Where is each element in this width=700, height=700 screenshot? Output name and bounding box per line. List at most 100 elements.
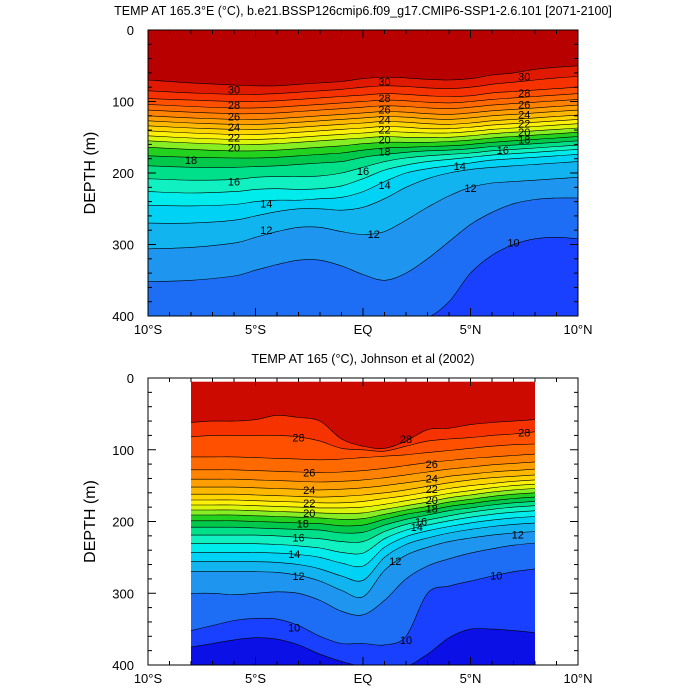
contour-line: [191, 628, 535, 665]
contour-line: [191, 474, 535, 498]
contour-label: 30: [378, 76, 390, 88]
chart-title: TEMP AT 165.3°E (°C), b.e21.BSSP126cmip6…: [114, 4, 612, 18]
contour-line: [148, 136, 578, 159]
contour-label: 14: [411, 522, 423, 534]
contour-line: [191, 505, 535, 543]
contour-label: 28: [518, 428, 530, 440]
y-tick-label: 0: [127, 371, 134, 386]
contour-label: 18: [297, 519, 309, 531]
y-tick-label: 300: [112, 238, 134, 253]
contour-label: 10: [490, 570, 502, 582]
contour-line: [191, 479, 535, 504]
contour-label: 24: [303, 485, 315, 497]
contour-line: [191, 542, 535, 616]
contour-label: 24: [426, 473, 438, 485]
contour-label: 16: [497, 145, 509, 157]
contour-label: 26: [228, 112, 240, 124]
y-tick-label: 300: [112, 586, 134, 601]
contour-line: [430, 236, 578, 316]
contour-label: 30: [228, 84, 240, 96]
y-tick-label: 400: [112, 658, 134, 673]
y-tick-label: 0: [127, 23, 134, 38]
contour-label: 22: [228, 132, 240, 144]
contour-label: 12: [260, 225, 272, 237]
contour-line: [148, 76, 578, 95]
y-tick-label: 200: [112, 166, 134, 181]
contour-label: 12: [464, 183, 476, 195]
contour-label: 26: [518, 99, 530, 111]
contour-line: [191, 501, 535, 534]
contour-label: 22: [303, 498, 315, 510]
y-tick-label: 400: [112, 309, 134, 324]
contour-label: 14: [378, 180, 390, 192]
x-tick-label: 10°S: [134, 671, 163, 686]
contour-line: [148, 154, 578, 207]
contour-label: 28: [292, 433, 304, 445]
contour-line: [191, 510, 535, 555]
contour-label: 28: [400, 434, 412, 446]
contour-label: 20: [303, 508, 315, 520]
contour-line: [191, 522, 535, 582]
band-fill: [430, 237, 578, 316]
contour-label: 20: [228, 142, 240, 154]
contour-line: [191, 443, 535, 461]
contour-line: [148, 127, 578, 145]
contour-label: 26: [426, 459, 438, 471]
panel-observations: 28 28282626242422222020181816161414121212…: [82, 352, 593, 686]
x-tick-label: 10°N: [563, 671, 592, 686]
contour-label: 10: [507, 237, 519, 249]
contour-line: [191, 483, 535, 509]
contour-label: 26: [378, 104, 390, 116]
contour-line: [191, 516, 535, 568]
contour-label: 24: [228, 122, 240, 134]
contour-label: 24: [518, 109, 530, 121]
contour-label: 28: [228, 100, 240, 112]
contour-line: [148, 161, 578, 224]
contour-label: 16: [357, 166, 369, 178]
contour-line: [191, 461, 535, 483]
contour-label: 16: [228, 177, 240, 189]
contour-label: 14: [260, 199, 272, 211]
contour-line: [148, 86, 578, 102]
contour-line: [148, 177, 578, 250]
contour-label: 14: [288, 549, 300, 561]
y-tick-label: 200: [112, 515, 134, 530]
contour-line: [148, 131, 578, 152]
contour-line: [148, 144, 578, 181]
contour-label: 18: [426, 504, 438, 516]
contour-label: 22: [518, 119, 530, 131]
contour-label: 28: [378, 93, 390, 105]
contour-label: 20: [518, 127, 530, 139]
contour-field: [191, 381, 535, 665]
x-tick-label: 10°N: [563, 322, 592, 337]
contour-line: [148, 123, 578, 140]
contour-label: 18: [518, 134, 530, 146]
contour-line: [148, 65, 578, 87]
contour-label: 28: [518, 88, 530, 100]
contour-label: 20: [426, 495, 438, 507]
x-tick-label: 5°S: [245, 322, 266, 337]
contour-line: [148, 140, 578, 168]
contour-line: [191, 453, 535, 474]
contour-label: 10: [288, 623, 300, 635]
x-tick-label: 5°N: [460, 322, 482, 337]
contour-line: [148, 99, 578, 115]
contour-label: 18: [378, 147, 390, 159]
contour-label: 22: [378, 124, 390, 136]
contour-label: 12: [292, 571, 304, 583]
contour-line: [191, 488, 535, 514]
y-axis-title: DEPTH (m): [82, 132, 99, 215]
x-tick-label: EQ: [354, 671, 373, 686]
contour-line: [148, 197, 578, 282]
contour-line: [191, 531, 535, 598]
contour-field: [148, 30, 578, 316]
y-tick-label: 100: [112, 443, 134, 458]
x-tick-label: 5°S: [245, 671, 266, 686]
contour-label: 16: [292, 532, 304, 544]
contour-label: 24: [378, 114, 390, 126]
contour-line: [148, 119, 578, 135]
contour-line: [148, 149, 578, 194]
contour-line: [191, 468, 535, 491]
